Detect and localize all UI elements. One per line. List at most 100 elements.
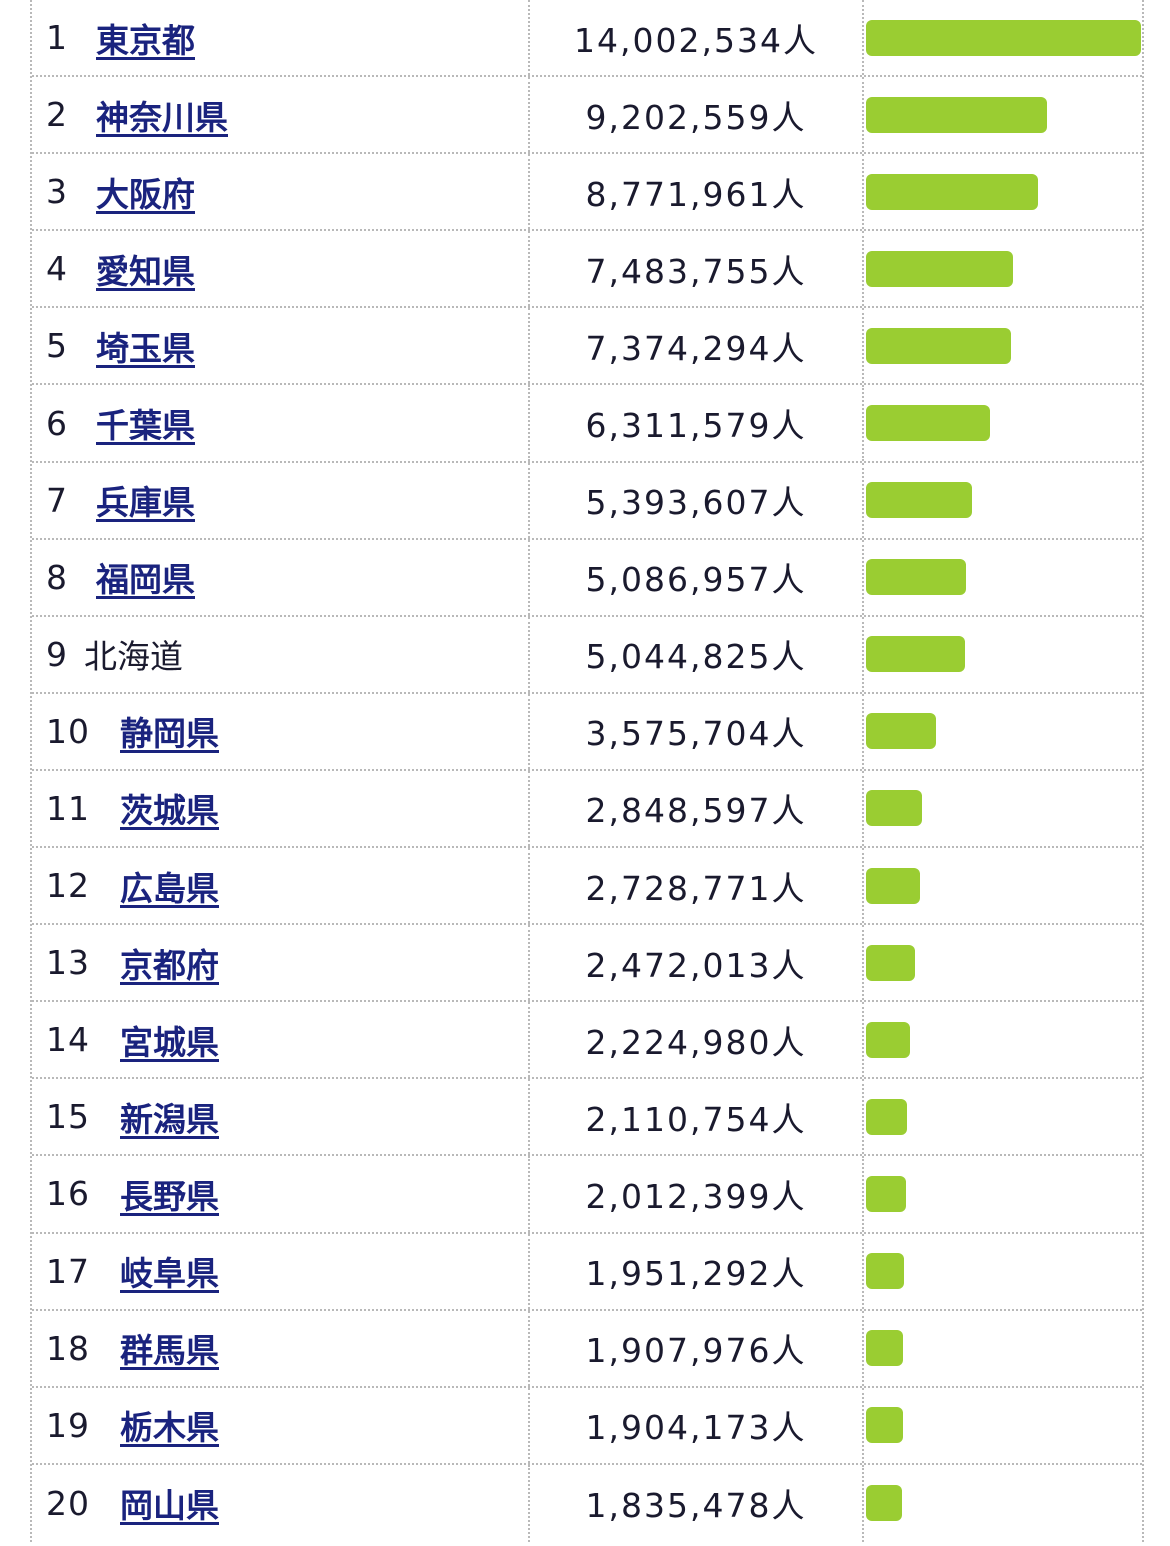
column-divider (862, 308, 864, 384)
population-bar (866, 1098, 907, 1135)
column-divider (862, 1002, 864, 1078)
prefecture-link[interactable]: 長野県 (120, 1176, 219, 1216)
table-row: 10 静岡県 3,575,704人 (32, 693, 1142, 771)
population-value: 5,393,607人 (585, 483, 807, 523)
population-bar (866, 867, 920, 904)
population-bar (866, 327, 1011, 364)
prefecture-link[interactable]: 埼玉県 (96, 328, 195, 368)
rank-number: 12 (46, 866, 90, 906)
population-value: 2,472,013人 (585, 945, 807, 985)
population-value: 2,728,771人 (585, 868, 807, 908)
rank-number: 1 (46, 18, 68, 58)
column-divider (528, 385, 530, 461)
rank-number: 16 (46, 1174, 90, 1214)
bar-cell (865, 1388, 1142, 1463)
table-row: 4 愛知県 7,483,755人 (32, 231, 1142, 309)
table-row: 8 福岡県 5,086,957人 (32, 539, 1142, 617)
rank-number: 6 (46, 403, 68, 443)
column-divider (528, 1310, 530, 1386)
prefecture-cell: 2 神奈川県 (46, 77, 228, 152)
population-bar (866, 1253, 904, 1290)
bar-cell (865, 1002, 1142, 1077)
prefecture-link[interactable]: 広島県 (120, 868, 219, 908)
table-row: 16 長野県 2,012,399人 (32, 1156, 1142, 1234)
prefecture-link[interactable]: 福岡県 (96, 560, 195, 600)
bar-cell (865, 77, 1142, 152)
table-row: 2 神奈川県 9,202,559人 (32, 77, 1142, 155)
column-divider (528, 539, 530, 615)
column-divider (528, 1387, 530, 1463)
table-row: 20 岡山県 1,835,478人 (32, 1464, 1142, 1542)
prefecture-cell: 15 新潟県 (46, 1079, 219, 1154)
population-value: 2,224,980人 (585, 1022, 807, 1062)
column-divider (528, 308, 530, 384)
column-divider (528, 462, 530, 538)
prefecture-link[interactable]: 新潟県 (120, 1099, 219, 1139)
column-divider (862, 925, 864, 1001)
population-value: 2,110,754人 (585, 1099, 807, 1139)
prefecture-cell: 18 群馬県 (46, 1311, 219, 1386)
table-row: 9 北海道 5,044,825人 (32, 616, 1142, 694)
rank-number: 14 (46, 1020, 90, 1060)
population-bar (866, 405, 990, 442)
rank-number: 15 (46, 1097, 90, 1137)
prefecture-cell: 11 茨城県 (46, 771, 219, 846)
population-value: 5,044,825人 (585, 637, 807, 677)
column-divider (862, 0, 864, 76)
population-bar (866, 482, 972, 519)
table-row: 3 大阪府 8,771,961人 (32, 154, 1142, 232)
prefecture-cell: 20 岡山県 (46, 1465, 219, 1542)
population-bar (866, 19, 1141, 56)
column-divider (528, 693, 530, 769)
prefecture-link[interactable]: 大阪府 (96, 174, 195, 214)
population-ranking-table: 1 東京都 14,002,534人 2 神奈川県 9,202,559人 3 大阪府 8,771,… (30, 0, 1144, 1542)
column-divider (528, 925, 530, 1001)
bar-cell (865, 540, 1142, 615)
prefecture-link[interactable]: 群馬県 (120, 1331, 219, 1371)
population-bar (866, 1021, 910, 1058)
column-divider (528, 0, 530, 76)
rank-number: 7 (46, 480, 68, 520)
prefecture-link[interactable]: 東京都 (96, 20, 195, 60)
column-divider (862, 385, 864, 461)
column-divider (862, 231, 864, 307)
column-divider (528, 848, 530, 924)
population-value: 8,771,961人 (585, 174, 807, 214)
population-value: 6,311,579人 (585, 406, 807, 446)
prefecture-link[interactable]: 京都府 (120, 945, 219, 985)
rank-number: 10 (46, 711, 90, 751)
column-divider (528, 770, 530, 847)
rank-number: 8 (46, 557, 68, 597)
prefecture-cell: 17 岐阜県 (46, 1234, 219, 1309)
prefecture-link[interactable]: 愛知県 (96, 251, 195, 291)
prefecture-link[interactable]: 栃木県 (120, 1408, 219, 1448)
prefecture-cell: 1 東京都 (46, 0, 195, 75)
prefecture-link[interactable]: 神奈川県 (96, 97, 228, 137)
prefecture-cell: 6 千葉県 (46, 385, 195, 460)
bar-cell (865, 925, 1142, 1000)
column-divider (528, 1002, 530, 1078)
population-bar (866, 96, 1047, 133)
column-divider (528, 1156, 530, 1232)
population-bar (866, 559, 966, 596)
prefecture-link[interactable]: 宮城県 (120, 1022, 219, 1062)
prefecture-link[interactable]: 岐阜県 (120, 1254, 219, 1294)
prefecture-link[interactable]: 茨城県 (120, 791, 219, 831)
bar-cell (865, 1311, 1142, 1386)
prefecture-link[interactable]: 岡山県 (120, 1486, 219, 1526)
rank-number: 2 (46, 95, 68, 135)
bar-cell (865, 617, 1142, 692)
population-value: 5,086,957人 (585, 560, 807, 600)
rank-number: 5 (46, 326, 68, 366)
bar-cell (865, 771, 1142, 846)
column-divider (862, 693, 864, 769)
bar-cell (865, 694, 1142, 769)
column-divider (528, 154, 530, 230)
prefecture-link[interactable]: 兵庫県 (96, 483, 195, 523)
prefecture-link[interactable]: 千葉県 (96, 406, 195, 446)
prefecture-link[interactable]: 静岡県 (120, 714, 219, 754)
prefecture-cell: 14 宮城県 (46, 1002, 219, 1077)
column-divider (862, 848, 864, 924)
population-bar (866, 1485, 902, 1522)
prefecture-cell: 16 長野県 (46, 1156, 219, 1231)
